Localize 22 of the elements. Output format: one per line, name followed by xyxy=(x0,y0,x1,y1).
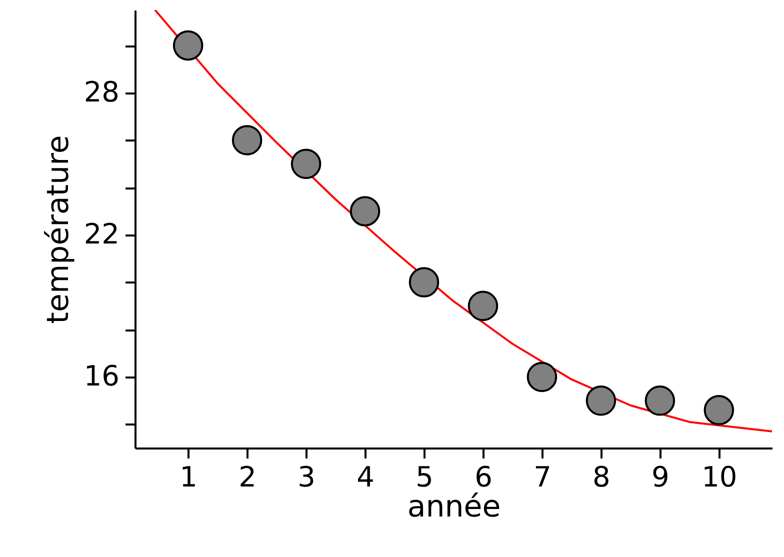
x-tick-label: 8 xyxy=(592,460,610,494)
x-tick-label: 2 xyxy=(238,460,256,494)
x-tick-label: 7 xyxy=(534,460,552,494)
point xyxy=(586,386,616,416)
x-tick-label: 9 xyxy=(652,460,670,494)
x-tick-label: 10 xyxy=(702,460,738,494)
y-tick-label: 22 xyxy=(84,217,120,250)
point xyxy=(172,30,204,61)
x-tick-label: 1 xyxy=(180,460,198,494)
point xyxy=(290,148,322,180)
y-axis-title: température xyxy=(40,135,76,324)
x-tick-label: 4 xyxy=(356,460,374,494)
point xyxy=(644,386,676,416)
point xyxy=(526,362,558,392)
point xyxy=(468,290,498,322)
point xyxy=(408,267,440,298)
point xyxy=(232,125,262,156)
y-tick-label: 16 xyxy=(84,359,120,392)
point xyxy=(350,196,380,226)
y-tick-label: 28 xyxy=(84,75,120,108)
x-tick-label: 3 xyxy=(298,460,316,494)
point xyxy=(704,395,734,426)
